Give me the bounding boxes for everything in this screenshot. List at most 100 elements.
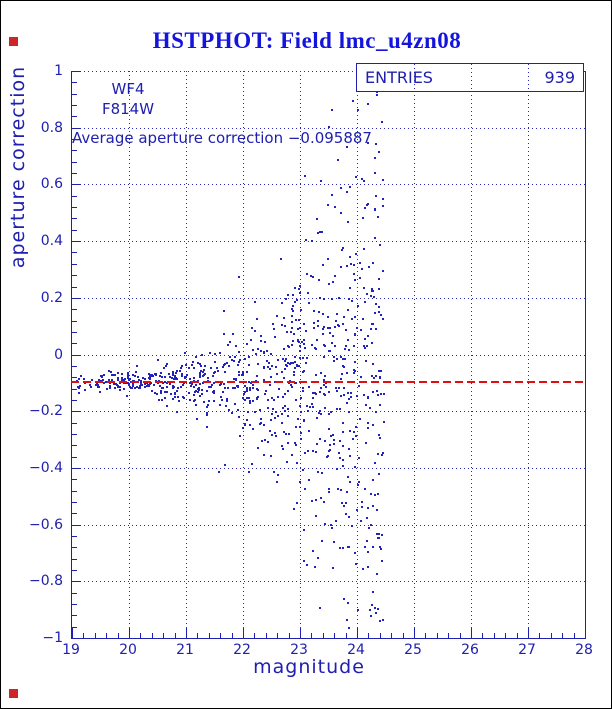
- data-point: [329, 326, 332, 329]
- data-point: [256, 348, 259, 351]
- x-minor-tick: [482, 633, 484, 638]
- data-point: [343, 315, 346, 318]
- data-point: [227, 364, 230, 367]
- data-point: [330, 434, 333, 437]
- data-point: [339, 407, 342, 410]
- horizontal-gridline: [72, 467, 585, 469]
- data-point: [379, 619, 382, 622]
- average-correction-note: Average aperture correction −0.095887: [72, 129, 372, 147]
- data-point: [160, 376, 163, 379]
- data-point: [267, 399, 270, 402]
- x-minor-tick: [322, 633, 324, 638]
- data-point: [380, 369, 383, 372]
- data-point: [347, 626, 350, 629]
- data-point: [166, 362, 169, 365]
- data-point: [116, 371, 119, 374]
- horizontal-gridline: [72, 241, 585, 243]
- data-point: [79, 384, 82, 387]
- data-point: [286, 390, 289, 393]
- data-point: [235, 345, 238, 347]
- y-tick-label: −1: [42, 630, 63, 646]
- data-point: [303, 323, 306, 326]
- data-point: [252, 383, 255, 386]
- data-point: [373, 493, 376, 496]
- x-major-tick: [129, 628, 130, 638]
- x-minor-tick: [550, 633, 552, 638]
- data-point: [362, 344, 365, 347]
- data-point: [354, 370, 356, 373]
- y-minor-tick: [72, 513, 77, 515]
- y-minor-tick: [72, 626, 77, 628]
- data-point: [297, 341, 300, 343]
- data-point: [302, 560, 305, 563]
- data-point: [246, 419, 249, 422]
- data-point: [112, 374, 115, 377]
- data-point: [277, 474, 280, 477]
- data-point: [174, 376, 177, 379]
- y-tick-label: 0.6: [40, 176, 63, 193]
- data-point: [376, 393, 379, 396]
- data-point: [176, 377, 179, 380]
- data-point: [353, 334, 356, 337]
- data-point: [293, 361, 296, 364]
- data-point: [381, 204, 384, 207]
- data-point: [305, 238, 307, 241]
- data-point: [328, 350, 331, 353]
- data-point: [340, 187, 343, 190]
- x-major-tick: [414, 628, 415, 638]
- data-point: [323, 356, 325, 359]
- data-point: [331, 566, 334, 569]
- stats-box: ENTRIES 939: [356, 63, 584, 92]
- data-point: [353, 316, 356, 318]
- data-point: [236, 385, 239, 388]
- data-point: [350, 318, 353, 320]
- data-point: [291, 339, 294, 342]
- data-point: [265, 360, 268, 363]
- data-point: [281, 422, 284, 425]
- data-point: [251, 428, 254, 431]
- data-point: [287, 415, 289, 418]
- data-point: [164, 375, 167, 378]
- data-point: [293, 367, 296, 369]
- data-point: [102, 378, 105, 381]
- data-point: [365, 403, 368, 406]
- data-point: [352, 430, 355, 433]
- y-minor-tick: [72, 615, 77, 617]
- data-point: [342, 458, 344, 461]
- data-point: [314, 374, 317, 377]
- data-point: [341, 422, 344, 425]
- data-point: [345, 512, 348, 515]
- data-point: [143, 378, 146, 380]
- data-point: [352, 263, 355, 266]
- data-point: [160, 391, 163, 394]
- data-point: [281, 395, 284, 398]
- data-point: [169, 392, 172, 395]
- data-point: [228, 340, 231, 343]
- y-minor-tick: [72, 286, 77, 288]
- data-point: [220, 382, 222, 385]
- data-point: [295, 444, 298, 447]
- data-point: [365, 292, 368, 295]
- data-point: [295, 319, 298, 322]
- data-point: [295, 398, 298, 401]
- data-point: [340, 356, 343, 358]
- data-point: [296, 338, 299, 341]
- data-point: [253, 300, 256, 303]
- data-point: [292, 310, 294, 312]
- data-point: [372, 505, 375, 508]
- y-minor-tick: [72, 275, 77, 277]
- data-point: [284, 409, 287, 412]
- x-minor-tick: [562, 633, 564, 638]
- data-point: [117, 384, 119, 387]
- y-major-tick: [72, 581, 81, 583]
- data-point: [241, 374, 244, 377]
- data-point: [181, 365, 184, 368]
- data-point: [219, 404, 221, 407]
- data-point: [366, 507, 369, 510]
- data-point: [357, 385, 360, 388]
- data-point: [214, 353, 217, 356]
- data-point: [207, 377, 209, 380]
- data-point: [98, 378, 100, 381]
- x-tick-label: 21: [176, 642, 194, 658]
- data-point: [353, 332, 356, 335]
